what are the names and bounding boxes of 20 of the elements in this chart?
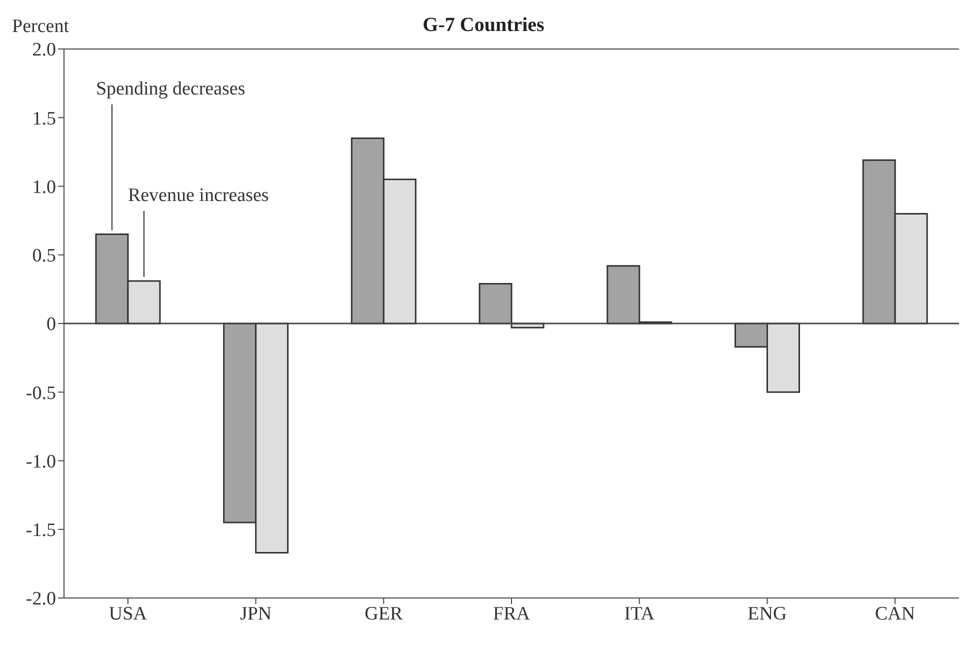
y-tick-label: -1.5 <box>26 520 56 542</box>
y-tick-label: 0.5 <box>32 246 56 267</box>
x-tick-label: CAN <box>875 603 916 624</box>
x-tick-label: FRA <box>493 603 530 624</box>
y-tick-label: 0 <box>46 314 56 336</box>
x-tick-label: ENG <box>748 603 788 624</box>
chart-title: G-7 Countries <box>422 14 544 36</box>
y-tick-label: -2.0 <box>26 588 56 610</box>
y-tick-label: -0.5 <box>26 382 56 404</box>
text: Revenue increases <box>128 184 269 206</box>
text: Spending decreases <box>96 78 246 100</box>
y-tick-label: -1.0 <box>26 451 56 472</box>
x-tick-label: USA <box>108 603 148 624</box>
x-tick-label: ITA <box>624 603 655 624</box>
x-tick-label: GER <box>364 603 403 624</box>
x-tick-label: JPN <box>240 603 272 624</box>
y-tick-label: 1.0 <box>32 176 56 198</box>
y-axis-title: Percent <box>12 16 69 38</box>
y-tick-label: 1.5 <box>32 108 56 130</box>
y-tick-label: 2.0 <box>32 40 56 61</box>
